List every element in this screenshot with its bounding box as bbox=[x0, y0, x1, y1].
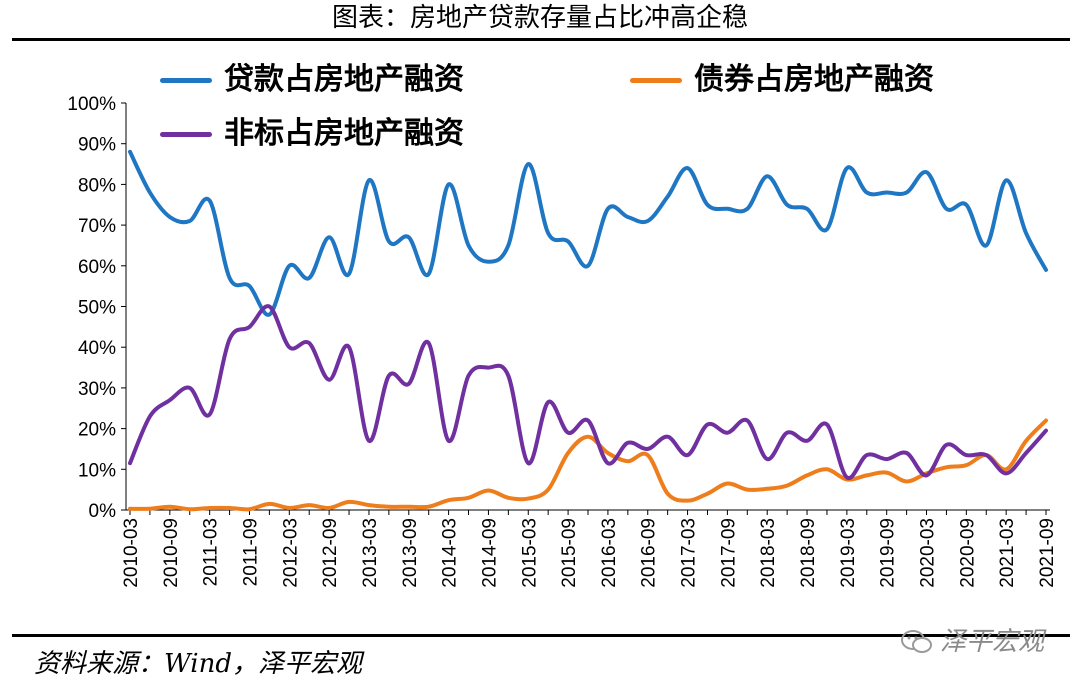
x-tick-label: 2018-03 bbox=[758, 518, 779, 588]
x-tick-label: 2017-03 bbox=[679, 518, 700, 588]
x-tick-label: 2010-03 bbox=[121, 518, 142, 588]
y-tick-label: 10% bbox=[78, 460, 116, 481]
x-tick-label: 2020-09 bbox=[957, 518, 978, 588]
y-tick-label: 70% bbox=[78, 216, 116, 237]
x-tick-label: 2016-09 bbox=[639, 518, 660, 588]
series-line-nonstandard bbox=[130, 306, 1046, 478]
x-tick-label: 2010-09 bbox=[161, 518, 182, 588]
x-tick-label: 2011-03 bbox=[201, 518, 222, 586]
y-tick-label: 60% bbox=[78, 257, 116, 278]
series-line-bond bbox=[130, 421, 1046, 510]
x-tick-label: 2021-03 bbox=[997, 518, 1018, 588]
x-tick-label: 2015-09 bbox=[559, 518, 580, 588]
legend-swatch-nonstandard bbox=[160, 132, 212, 137]
watermark: 泽平宏观 bbox=[900, 626, 1044, 658]
x-tick-label: 2012-03 bbox=[280, 518, 301, 588]
source-note: 资料来源：Wind，泽平宏观 bbox=[34, 648, 362, 680]
x-tick-label: 2019-09 bbox=[878, 518, 899, 588]
series-line-loan bbox=[130, 152, 1046, 315]
x-tick-label: 2016-03 bbox=[599, 518, 620, 588]
x-tick-label: 2014-03 bbox=[440, 518, 461, 588]
legend-swatch-loan bbox=[160, 78, 212, 83]
x-tick-label: 2011-09 bbox=[240, 518, 261, 586]
legend-item-bond: 债券占房地产融资 bbox=[630, 62, 934, 98]
x-tick-label: 2014-09 bbox=[479, 518, 500, 588]
x-tick-label: 2017-09 bbox=[718, 518, 739, 588]
y-tick-label: 30% bbox=[78, 379, 116, 400]
x-tick-label: 2018-09 bbox=[798, 518, 819, 588]
y-tick-label: 40% bbox=[78, 338, 116, 359]
legend-label-loan: 贷款占房地产融资 bbox=[224, 62, 464, 98]
x-tick-label: 2012-09 bbox=[320, 518, 341, 588]
y-tick-label: 100% bbox=[67, 94, 116, 115]
y-tick-label: 90% bbox=[78, 135, 116, 156]
x-tick-label: 2020-03 bbox=[918, 518, 939, 588]
legend-item-loan: 贷款占房地产融资 bbox=[160, 62, 464, 98]
x-tick-label: 2013-09 bbox=[400, 518, 421, 588]
legend-swatch-bond bbox=[630, 78, 682, 83]
legend-label-bond: 债券占房地产融资 bbox=[694, 62, 934, 98]
y-tick-label: 20% bbox=[78, 420, 116, 441]
y-tick-label: 50% bbox=[78, 298, 116, 319]
x-tick-label: 2019-03 bbox=[838, 518, 859, 588]
wechat-icon bbox=[900, 628, 934, 656]
x-tick-label: 2021-09 bbox=[1037, 518, 1058, 588]
watermark-text: 泽平宏观 bbox=[940, 626, 1044, 658]
legend-item-nonstandard: 非标占房地产融资 bbox=[160, 116, 464, 152]
x-tick-label: 2015-03 bbox=[519, 518, 540, 588]
legend-label-nonstandard: 非标占房地产融资 bbox=[224, 116, 464, 152]
x-tick-label: 2013-03 bbox=[360, 518, 381, 588]
y-tick-label: 0% bbox=[89, 501, 117, 522]
y-tick-label: 80% bbox=[78, 175, 116, 196]
